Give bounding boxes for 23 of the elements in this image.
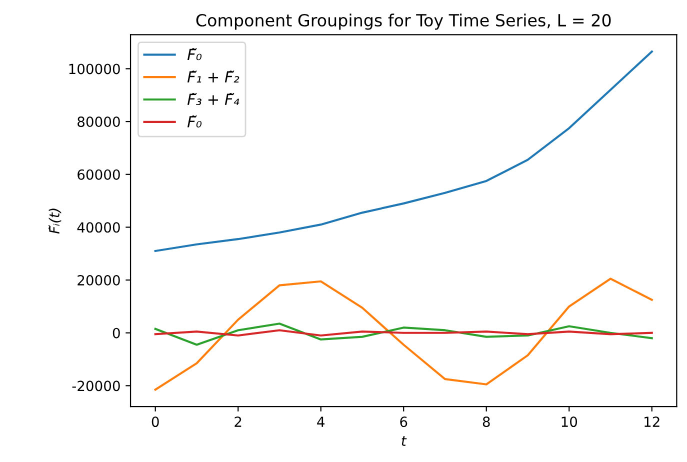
y-axis-title: F̃ᵢ(t) bbox=[48, 208, 62, 234]
y-tick-label: 20000 bbox=[78, 275, 120, 286]
chart-title: Component Groupings for Toy Time Series, L = 20 bbox=[196, 14, 611, 30]
y-tick-label: -20000 bbox=[72, 380, 120, 392]
x-tick-label: 8 bbox=[482, 416, 490, 428]
legend-label: F̃₃ + F̃₄ bbox=[187, 92, 240, 106]
y-tick-label: 80000 bbox=[78, 116, 120, 128]
y-tick-label: 100000 bbox=[69, 64, 120, 74]
line-series bbox=[154, 278, 653, 391]
x-tick-label: 12 bbox=[644, 416, 660, 427]
y-tick-label: 40000 bbox=[77, 222, 120, 233]
x-tick-label: 4 bbox=[317, 416, 324, 427]
x-tick-label: 10 bbox=[562, 416, 578, 428]
legend-label: F̃₀ bbox=[187, 115, 202, 128]
legend-label: F̃₁ + F̃₂ bbox=[187, 70, 240, 82]
x-tick-label: 0 bbox=[152, 416, 159, 428]
y-tick-label: 60000 bbox=[78, 169, 120, 180]
x-tick-label: 6 bbox=[400, 416, 408, 428]
legend-label: F̃₀ bbox=[187, 48, 202, 60]
x-tick-label: 2 bbox=[234, 416, 242, 427]
x-axis-title: t bbox=[402, 436, 407, 446]
y-tick-label: 0 bbox=[112, 328, 120, 338]
line-series bbox=[154, 322, 653, 346]
